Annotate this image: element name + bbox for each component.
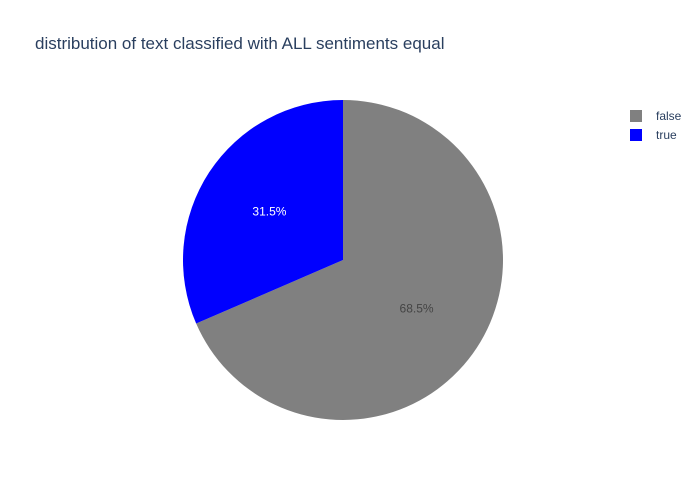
pie-slice-label-false: 68.5% (400, 301, 434, 315)
legend-item-true[interactable]: true (630, 125, 681, 144)
legend-item-false[interactable]: false (630, 106, 681, 125)
pie-slice-true[interactable] (182, 100, 343, 324)
legend-label-false: false (656, 108, 682, 123)
pie-slice-false[interactable] (196, 100, 504, 420)
legend-swatch-true (630, 128, 642, 141)
legend-swatch-false (630, 109, 642, 122)
legend-label-true: true (656, 127, 677, 142)
legend: false true (630, 106, 681, 144)
pie-slice-label-true: 31.5% (252, 205, 286, 219)
chart-title: distribution of text classified with ALL… (35, 34, 445, 53)
